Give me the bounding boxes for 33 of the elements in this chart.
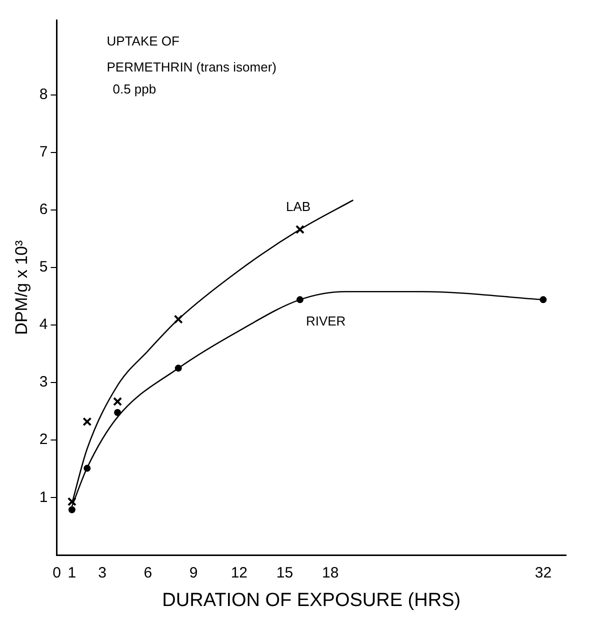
point <box>82 417 92 426</box>
point <box>540 296 547 304</box>
point <box>114 408 122 416</box>
x-axis-title: DURATION OF EXPOSURE (HRS) <box>162 590 461 611</box>
point <box>84 464 91 472</box>
x-tick-label: 15 <box>276 564 294 582</box>
x-tick-label: 0 <box>52 564 61 582</box>
y-tick-label: 2 <box>39 431 48 448</box>
y-tick-label: 1 <box>39 488 48 506</box>
series-label: RIVER <box>306 313 346 328</box>
x-tick-label: 6 <box>144 564 152 582</box>
series-label: LAB <box>286 199 311 214</box>
point <box>296 296 304 304</box>
y-tick-label: 8 <box>39 86 48 103</box>
x-tick-label: 12 <box>230 564 248 582</box>
text: UPTAKE OF PERMETHRIN (trans isomer) <box>106 34 276 75</box>
point <box>68 506 76 514</box>
x-tick-label: 32 <box>534 564 552 582</box>
y-tick-label: 7 <box>39 144 48 160</box>
x-tick-label: 3 <box>98 564 107 582</box>
y-axis-title: DPM/g x 10³ <box>12 240 31 335</box>
text: 0.5 ppb <box>112 82 156 97</box>
y-tick-label: 5 <box>39 258 48 276</box>
point <box>174 314 183 324</box>
y-tick-label: 4 <box>39 316 48 334</box>
x-tick-label: 1 <box>68 564 76 582</box>
point <box>174 364 182 372</box>
point <box>113 397 122 406</box>
y-tick-label: 3 <box>39 374 48 391</box>
x-tick-label: 9 <box>189 564 198 582</box>
y-tick-label: 6 <box>39 201 48 218</box>
point <box>295 224 305 234</box>
x-tick-label: 18 <box>322 564 339 582</box>
